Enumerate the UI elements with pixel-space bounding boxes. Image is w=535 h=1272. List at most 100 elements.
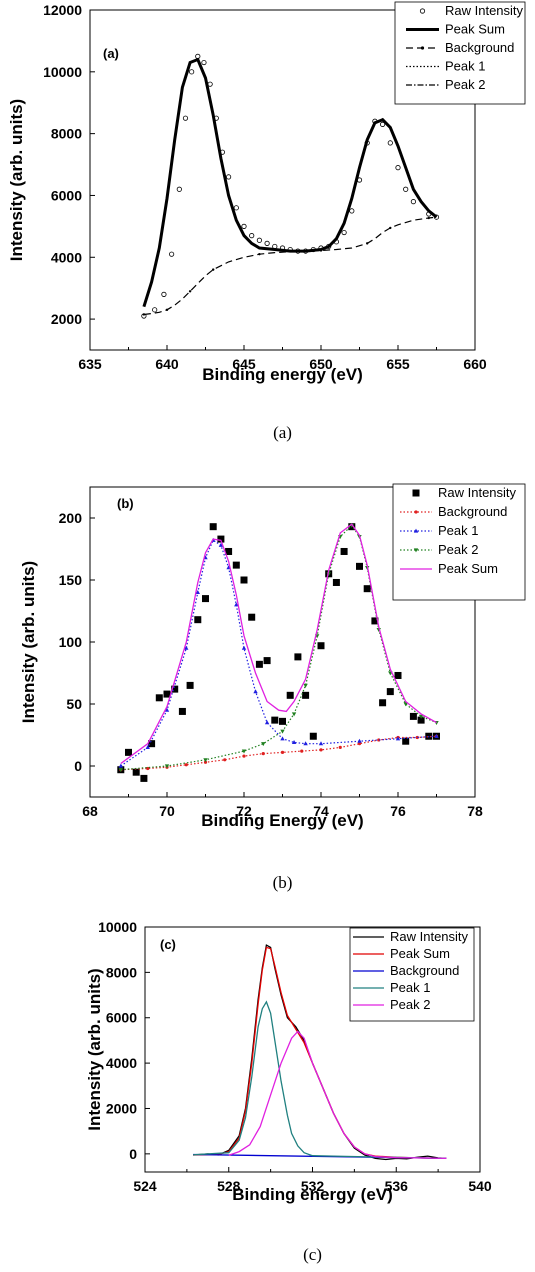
panel-label: (c) <box>160 937 176 952</box>
panel-label: (a) <box>103 46 119 61</box>
series-peak-sum-line <box>120 523 437 765</box>
series-raw-intensity <box>141 53 440 319</box>
data-point <box>240 576 248 584</box>
x-tick-label: 536 <box>385 1178 409 1194</box>
legend: Raw Intensity Peak Sum Background Peak 1 Pea… <box>394 1 526 105</box>
data-point <box>303 741 308 746</box>
data-point <box>188 290 192 293</box>
data-point <box>217 535 225 543</box>
x-tick-label: 68 <box>82 803 98 819</box>
data-point <box>280 750 285 754</box>
data-point <box>309 732 317 740</box>
data-point <box>184 763 188 767</box>
chart-panel-b: 68 70 72 74 76 78 0 50 100 150 200 Binding Energy (… <box>19 483 526 892</box>
data-point <box>148 740 156 748</box>
data-point <box>223 758 227 762</box>
data-point <box>409 712 417 720</box>
data-point <box>202 595 209 603</box>
data-point <box>403 702 408 707</box>
data-point <box>338 745 342 750</box>
legend-swatch-marker <box>419 8 426 14</box>
x-tick-label: 650 <box>309 356 333 372</box>
data-point <box>349 208 355 214</box>
data-point <box>142 313 146 316</box>
data-point <box>341 229 347 236</box>
data-point <box>145 745 150 749</box>
data-point <box>233 205 239 211</box>
data-point <box>203 758 208 763</box>
y-tick-label: 2000 <box>106 1100 137 1116</box>
chart-panel-c: 524 528 532 536 540 0 2000 4000 6000 8000 10000 Bin… <box>85 919 492 1264</box>
x-tick-label: 660 <box>463 356 487 372</box>
data-point <box>255 660 263 668</box>
data-point <box>225 547 233 555</box>
legend-swatch-marker <box>413 548 419 553</box>
series-peak-2-line <box>228 1030 447 1160</box>
chart-panel-a: 635 640 645 650 655 660 2000 4000 6000 8000 10000 1… <box>7 1 526 442</box>
legend-entry: Peak Sum <box>445 22 505 37</box>
y-axis-label: Intensity (arb. units) <box>85 968 104 1130</box>
series-background-line <box>143 216 437 316</box>
y-tick-label: 0 <box>74 758 82 774</box>
data-point <box>164 764 170 769</box>
x-tick-label: 635 <box>78 356 102 372</box>
data-point <box>178 707 186 715</box>
data-point <box>319 748 323 752</box>
figure-caption: (c) <box>303 1245 322 1264</box>
legend-box <box>392 483 526 601</box>
data-point <box>300 749 304 753</box>
figure-caption: (b) <box>273 873 293 892</box>
data-point <box>394 671 402 679</box>
legend-box <box>394 1 526 105</box>
legend-entry: Raw Intensity <box>390 929 469 944</box>
legend-swatch-marker <box>412 489 420 497</box>
data-point <box>264 240 270 246</box>
data-point <box>189 69 195 75</box>
data-point <box>253 689 258 694</box>
data-point <box>389 226 392 230</box>
data-point <box>403 186 409 192</box>
data-point <box>263 657 271 665</box>
data-point <box>317 642 325 650</box>
data-point <box>182 115 189 121</box>
data-point <box>241 749 247 754</box>
legend: Raw Intensity Peak Sum Background Peak 1 Pea… <box>349 927 475 1022</box>
data-point <box>417 716 425 724</box>
figure-caption: (a) <box>273 423 292 442</box>
data-point <box>356 562 363 570</box>
data-point <box>291 712 297 717</box>
y-tick-label: 150 <box>59 572 83 588</box>
data-point <box>201 59 207 66</box>
y-tick-label: 2000 <box>51 311 82 327</box>
data-point <box>357 742 362 746</box>
data-point <box>209 523 217 531</box>
series-background <box>142 216 437 316</box>
data-point <box>232 561 240 569</box>
data-point <box>366 242 369 245</box>
x-tick-label: 76 <box>390 803 406 819</box>
data-point <box>280 736 285 741</box>
legend-entry: Raw Intensity <box>438 485 517 500</box>
data-point <box>218 542 224 547</box>
data-point <box>261 752 265 756</box>
data-point <box>386 688 394 696</box>
data-point <box>234 602 239 607</box>
series-peak-1 <box>118 537 439 768</box>
y-tick-label: 6000 <box>106 1010 137 1026</box>
data-point <box>318 741 324 746</box>
x-tick-label: 524 <box>133 1178 157 1194</box>
data-point <box>371 617 379 625</box>
legend-entry: Peak Sum <box>438 561 498 576</box>
data-point <box>152 307 158 313</box>
data-point <box>184 645 189 650</box>
legend-entry: Peak 1 <box>438 523 478 538</box>
series-peak-1 <box>193 1000 447 1160</box>
legend-swatch-marker <box>414 510 418 514</box>
x-tick-label: 70 <box>159 803 175 819</box>
x-axis-label: Binding energy (eV) <box>232 1185 393 1204</box>
data-point <box>340 547 348 555</box>
data-point <box>164 707 170 712</box>
y-tick-label: 12000 <box>43 2 82 18</box>
y-tick-label: 6000 <box>51 187 82 203</box>
data-point <box>395 736 401 741</box>
